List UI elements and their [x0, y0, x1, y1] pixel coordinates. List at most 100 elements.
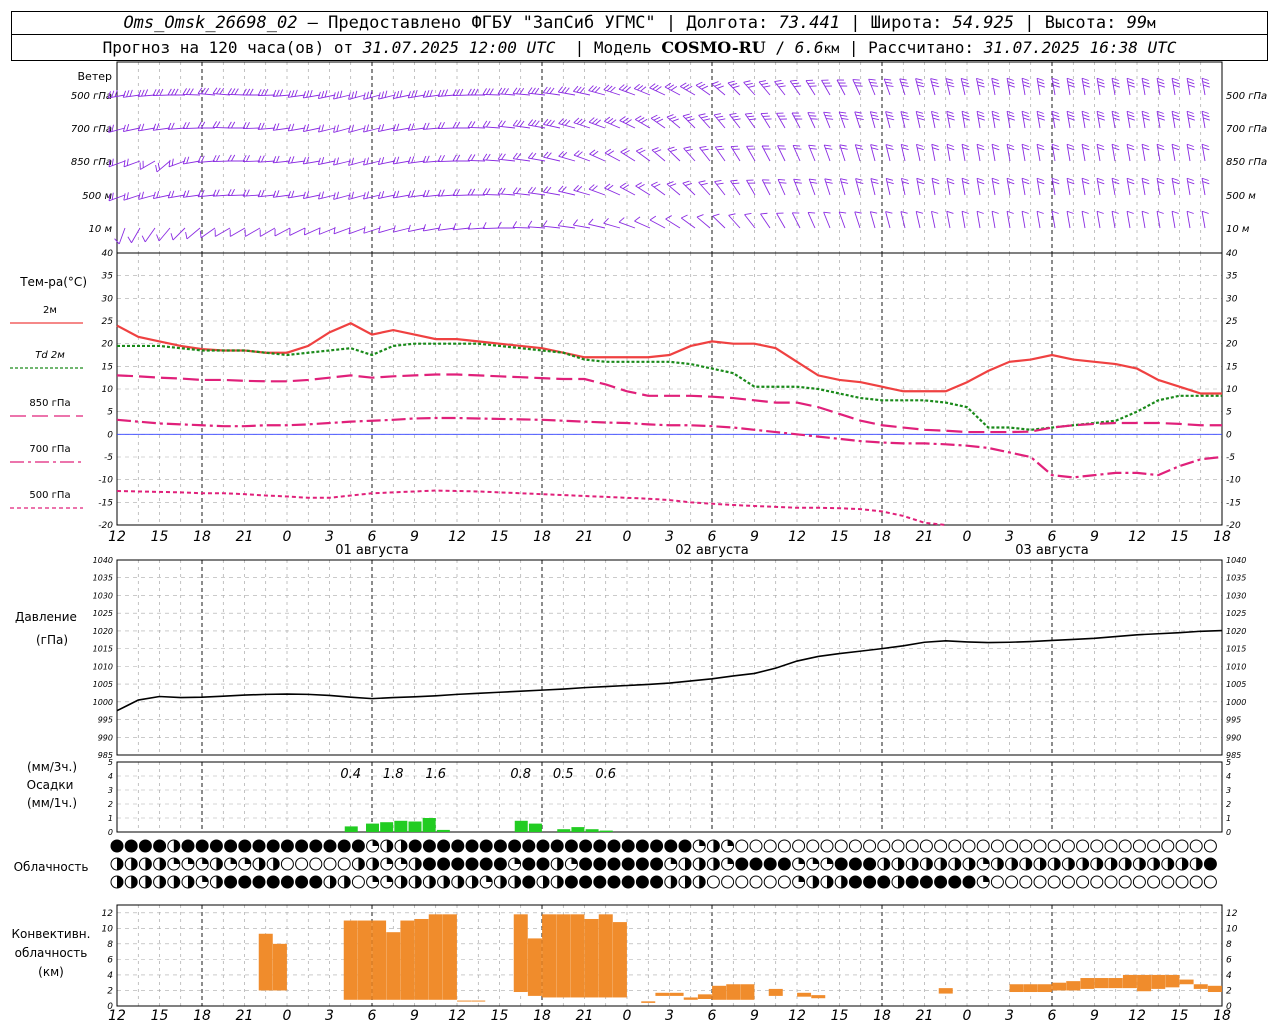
wind-barb	[182, 93, 201, 96]
cloud-circle	[678, 839, 692, 853]
cloud-circle	[1033, 839, 1047, 853]
wind-barb-flag	[1157, 147, 1165, 151]
wind-barb	[588, 223, 606, 229]
wind-barb-flag	[809, 178, 817, 181]
wind-barb	[393, 127, 411, 132]
wind-barb-flag	[486, 120, 491, 128]
wind-barb-flag	[855, 144, 863, 147]
wind-barb	[260, 227, 276, 237]
wind-barb	[620, 151, 636, 162]
wind-barb-flag	[452, 223, 457, 230]
wind-barb-flag	[216, 155, 220, 162]
wind-barb-flag	[729, 113, 737, 116]
wind-barb-flag	[1186, 177, 1194, 181]
cloud-symbol	[224, 839, 238, 853]
wind-barb	[123, 160, 141, 168]
precip-bar	[366, 823, 379, 832]
pressure-tick-right: 1015	[1226, 645, 1246, 654]
wind-barb-flag	[887, 117, 895, 121]
hour-tick-top: 9	[750, 529, 759, 545]
wind-barb-flag	[126, 192, 129, 200]
wind-barb-flag	[1188, 84, 1196, 88]
wind-barb	[650, 184, 666, 196]
pressure-tick-right: 1000	[1226, 698, 1246, 707]
cloud-symbol	[266, 839, 280, 853]
cloud-half	[685, 858, 691, 870]
wind-barb	[1021, 144, 1026, 162]
wind-barb-flag	[1007, 181, 1015, 185]
wind-barb-flag	[604, 148, 612, 154]
wind-barb-flag	[776, 82, 784, 85]
wind-barb-flag	[1021, 177, 1029, 181]
wind-barb	[186, 227, 201, 240]
wind-barb-flag	[227, 88, 232, 95]
temp-tick-left: -15	[98, 498, 113, 508]
wind-barb	[808, 145, 816, 162]
wind-barb-flag	[122, 124, 126, 132]
station-name: Oms_Omsk_26698_02	[123, 13, 298, 33]
wind-barb-flag	[607, 150, 615, 155]
wind-barb	[513, 192, 531, 196]
cloud-symbol	[536, 839, 550, 853]
wind-barb-flag	[1022, 181, 1030, 185]
wind-barb	[945, 78, 951, 96]
wind-barb-flag	[1036, 77, 1044, 81]
wind-barb-flag	[542, 220, 548, 227]
wind-barb	[288, 127, 306, 132]
wind-barb-flag	[287, 90, 292, 98]
wind-barb	[573, 224, 591, 229]
wind-barb-flag	[564, 87, 570, 94]
hour-tick-top: 3	[1005, 529, 1014, 545]
cloud-circle	[579, 839, 593, 853]
wind-barb	[108, 194, 126, 202]
wind-barb	[348, 127, 366, 133]
cloud-circle	[1147, 839, 1161, 853]
wind-barb-flag	[111, 124, 114, 132]
cloud-symbol	[138, 839, 152, 853]
wind-barb-flag	[573, 117, 580, 124]
wind-barb-flag	[1008, 84, 1016, 88]
wind-barb-flag	[497, 153, 503, 160]
wind-barb-flag	[712, 213, 720, 217]
wind-barb-flag	[1201, 77, 1209, 81]
wind-barb	[664, 86, 681, 96]
wind-barb	[589, 153, 606, 162]
cloud-quarter	[571, 858, 578, 864]
wind-barb-flag	[212, 87, 218, 94]
wind-barb-flag	[792, 82, 800, 85]
wind-barb	[931, 178, 936, 196]
wind-barb	[1006, 178, 1011, 196]
wind-barb-flag	[868, 78, 876, 81]
wind-barb-flag	[573, 150, 580, 156]
wind-barb-flag	[336, 191, 339, 199]
wind-barb	[1021, 211, 1026, 229]
wind-barb-flag	[901, 147, 909, 151]
wind-barb-flag	[810, 181, 818, 184]
conv-bar	[428, 914, 443, 1000]
wind-barb	[1111, 178, 1116, 196]
cloud-half	[827, 876, 833, 888]
cloud-circle	[863, 857, 877, 871]
cloud-symbol	[280, 875, 294, 889]
wind-barb	[604, 120, 621, 129]
cloud-circle	[479, 857, 493, 871]
wind-barb-flag	[963, 117, 971, 121]
wind-barb	[885, 144, 891, 162]
wind-barb-flag	[1201, 110, 1209, 114]
wind-barb-flag	[1111, 77, 1119, 81]
wind-barb	[1051, 178, 1056, 196]
convective-panel	[116, 904, 1223, 1007]
cloud-circle	[834, 857, 848, 871]
wind-barb-flag	[870, 178, 878, 181]
cloud-symbol	[905, 875, 919, 889]
wind-barb-flag	[1097, 114, 1105, 118]
wind-barb-flag	[486, 188, 491, 195]
wind-barb-flag	[732, 85, 740, 89]
precip-bar	[571, 827, 585, 832]
conv-bar	[612, 922, 627, 998]
wind-barb-flag	[1006, 177, 1014, 181]
cloud-symbol	[252, 875, 266, 889]
wind-barb	[498, 125, 516, 129]
cloud-circle	[1090, 875, 1104, 889]
wind-barb-flag	[1173, 84, 1181, 88]
